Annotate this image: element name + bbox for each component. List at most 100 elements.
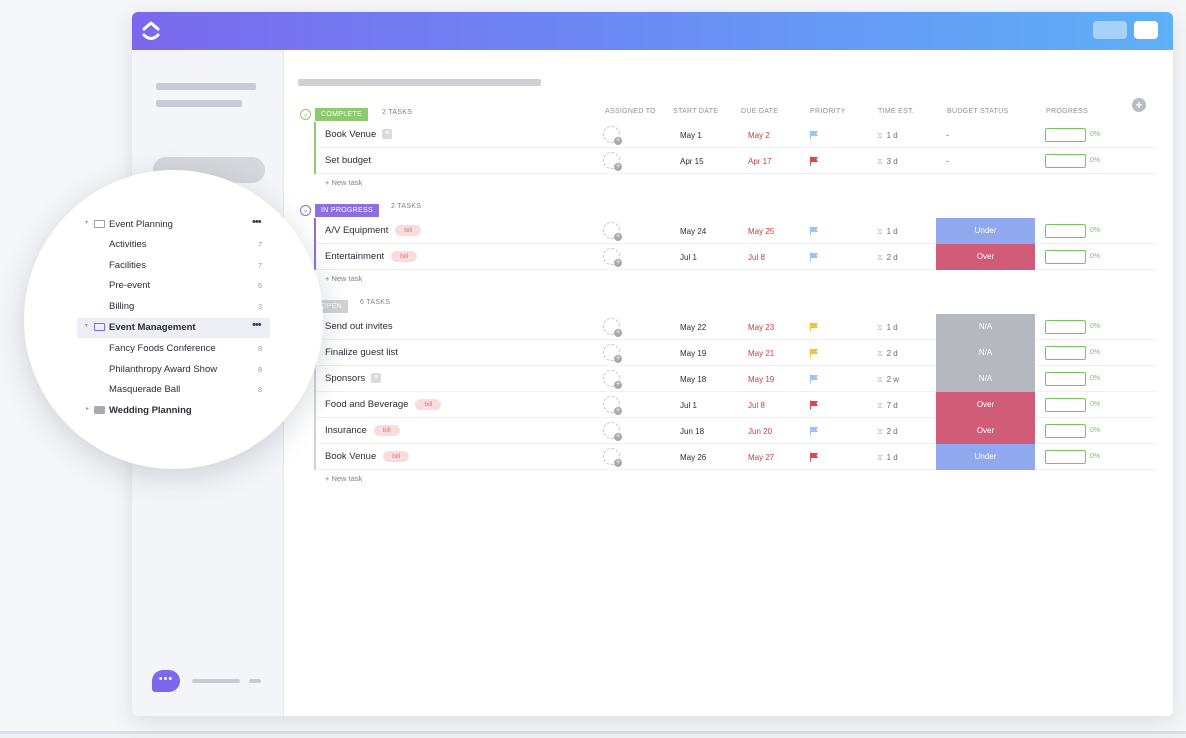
due-date[interactable]: May 21 [748, 349, 775, 358]
priority-flag-icon[interactable] [809, 130, 819, 140]
tag-bill[interactable]: bill [383, 451, 410, 462]
due-date[interactable]: May 27 [748, 453, 775, 462]
priority-flag-icon[interactable] [809, 400, 819, 410]
due-date[interactable]: Apr 17 [748, 157, 772, 166]
status-badge-open[interactable]: OPEN [315, 300, 349, 313]
tree-list-item[interactable]: Billing 3 [77, 297, 270, 317]
time-estimate[interactable]: ⧖ 7 d [877, 401, 898, 411]
due-date[interactable]: May 23 [748, 323, 775, 332]
task-name[interactable]: Entertainment bill [325, 251, 418, 263]
task-name[interactable]: Set budget [325, 155, 371, 166]
assignee-avatar-icon[interactable]: + [603, 126, 622, 145]
add-assignee-icon[interactable]: + [614, 233, 622, 241]
budget-status-cell[interactable]: N/A [936, 340, 1035, 366]
start-date[interactable]: May 1 [680, 131, 702, 140]
new-task-link[interactable]: + New task [325, 178, 363, 187]
task-name[interactable]: Insurance bill [325, 425, 400, 436]
task-row[interactable]: Sponsors ≡ + May 18 May 19 ⧖ 2 w N/A 0% [314, 366, 1156, 392]
start-date[interactable]: May 22 [680, 323, 707, 332]
tree-list-item[interactable]: Masquerade Ball 8 [77, 380, 270, 400]
budget-status-cell[interactable]: Under [936, 444, 1035, 470]
start-date[interactable]: May 26 [680, 453, 707, 462]
caret-down-icon[interactable]: ▾ [85, 220, 89, 226]
tree-list-item[interactable]: Facilities 7 [77, 256, 270, 276]
col-time-est[interactable]: TIME EST. [878, 108, 915, 115]
priority-flag-icon[interactable] [809, 322, 819, 332]
budget-status-cell[interactable]: N/A [936, 314, 1035, 340]
col-start-date[interactable]: START DATE [673, 108, 719, 115]
due-date[interactable]: May 25 [748, 227, 775, 236]
tag-bill[interactable]: bill [395, 225, 422, 236]
task-row[interactable]: Book Venue bill + May 26 May 27 ⧖ 1 d Unde… [314, 444, 1156, 470]
col-progress[interactable]: PROGRESS [1046, 108, 1089, 115]
task-name[interactable]: Finalize guest list [325, 347, 398, 358]
start-date[interactable]: Apr 15 [680, 157, 704, 166]
task-row[interactable]: A/V Equipment bill + May 24 May 25 ⧖ 1 d U… [314, 218, 1156, 244]
col-due-date[interactable]: DUE DATE [741, 108, 779, 115]
new-task-link[interactable]: + New task [325, 274, 363, 283]
add-assignee-icon[interactable]: + [614, 459, 622, 467]
assignee-avatar-icon[interactable]: + [603, 344, 622, 363]
tree-folder-event-management[interactable]: ▾ Event Management ••• [77, 318, 270, 338]
add-assignee-icon[interactable]: + [614, 381, 622, 389]
tag-bill[interactable]: bill [373, 425, 400, 436]
top-bar-button[interactable] [1093, 21, 1127, 39]
time-estimate[interactable]: ⧖ 1 d [877, 323, 898, 333]
task-row[interactable]: Finalize guest list + May 19 May 21 ⧖ 2 d… [314, 340, 1156, 366]
col-budget-status[interactable]: BUDGET STATUS [947, 108, 1009, 115]
time-estimate[interactable]: ⧖ 2 d [877, 349, 898, 359]
priority-flag-icon[interactable] [809, 426, 819, 436]
priority-flag-icon[interactable] [809, 374, 819, 384]
status-badge-in-progress[interactable]: IN PROGRESS [315, 204, 379, 217]
start-date[interactable]: May 24 [680, 227, 707, 236]
task-name-text[interactable]: Entertainment [325, 251, 385, 263]
time-estimate[interactable]: ⧖ 2 w [877, 375, 899, 385]
caret-down-icon[interactable]: ▾ [85, 323, 89, 329]
start-date[interactable]: May 18 [680, 375, 707, 384]
assignee-avatar-icon[interactable]: + [603, 222, 622, 241]
priority-flag-icon[interactable] [809, 452, 819, 462]
tree-list-item[interactable]: Activities 7 [77, 235, 270, 255]
task-name-text[interactable]: Book Venue [325, 129, 377, 140]
tree-list-item[interactable]: Fancy Foods Conference 8 [77, 339, 270, 359]
tag-bill[interactable]: bill [391, 251, 418, 262]
collapse-toggle-icon[interactable]: ⌄ [300, 205, 311, 216]
task-name-text[interactable]: Send out invites [325, 321, 393, 332]
tree-folder-event-planning[interactable]: ▾ Event Planning ••• [77, 215, 272, 235]
status-badge-complete[interactable]: COMPLETE [315, 108, 368, 121]
priority-flag-icon[interactable] [809, 348, 819, 358]
new-task-link[interactable]: + New task [325, 474, 363, 483]
add-assignee-icon[interactable]: + [614, 137, 622, 145]
priority-flag-icon[interactable] [809, 252, 819, 262]
caret-right-icon[interactable]: ▸ [86, 406, 90, 412]
due-date[interactable]: May 19 [748, 375, 775, 384]
budget-status-cell[interactable]: Over [936, 244, 1035, 270]
start-date[interactable]: May 19 [680, 349, 707, 358]
subtask-count-icon[interactable]: ≡ [371, 373, 382, 384]
add-assignee-icon[interactable]: + [614, 433, 622, 441]
start-date[interactable]: Jul 1 [680, 253, 697, 262]
task-name[interactable]: Sponsors ≡ [325, 373, 382, 384]
due-date[interactable]: Jul 8 [748, 401, 765, 410]
task-row[interactable]: Send out invites + May 22 May 23 ⧖ 1 d N/… [314, 314, 1156, 340]
budget-status-cell[interactable]: Over [936, 418, 1035, 444]
time-estimate[interactable]: ⧖ 1 d [877, 131, 898, 141]
task-name[interactable]: Book Venue bill [325, 451, 410, 462]
col-assigned-to[interactable]: ASSIGNED TO [605, 108, 656, 115]
budget-status-cell[interactable]: N/A [936, 366, 1035, 392]
col-priority[interactable]: PRIORITY [810, 108, 846, 115]
task-name-text[interactable]: A/V Equipment [325, 225, 389, 237]
task-name[interactable]: Send out invites [325, 321, 393, 332]
tree-folder-wedding-planning[interactable]: ▸ Wedding Planning [77, 401, 270, 421]
priority-flag-icon[interactable] [809, 226, 819, 236]
subtask-count-icon[interactable]: ≡ [382, 129, 393, 140]
add-column-icon[interactable]: + [1132, 98, 1146, 112]
more-options-icon[interactable]: ••• [252, 319, 262, 331]
task-row[interactable]: Set budget + Apr 15 Apr 17 ⧖ 3 d - 0% [314, 148, 1156, 174]
task-row[interactable]: Food and Beverage bill + Jul 1 Jul 8 ⧖ 7 d… [314, 392, 1156, 418]
task-name[interactable]: Food and Beverage bill [325, 399, 442, 410]
budget-status-cell[interactable]: Under [936, 218, 1035, 244]
more-options-icon[interactable]: ••• [252, 216, 262, 228]
add-assignee-icon[interactable]: + [614, 329, 622, 337]
tree-list-item[interactable]: Pre-event 6 [77, 276, 270, 296]
